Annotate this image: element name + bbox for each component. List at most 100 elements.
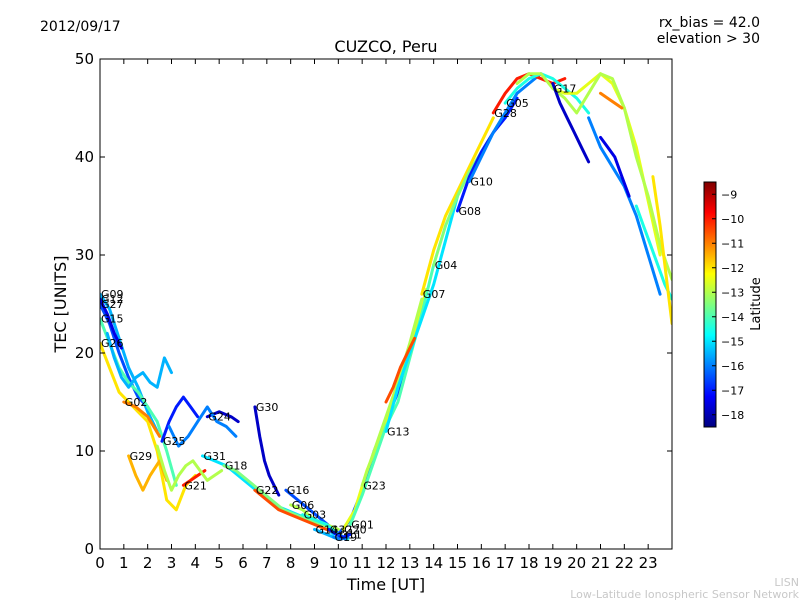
series-label-g01: G01	[351, 519, 374, 532]
series-label-g27: G27	[101, 298, 124, 311]
y-tick-label: 0	[84, 540, 94, 558]
series-label-g12: G12	[101, 293, 124, 306]
series-label-g24: G24	[208, 411, 231, 424]
x-tick-label: 6	[238, 554, 248, 572]
y-axis: 0 10 20 30 40 50	[75, 50, 672, 558]
series-g05	[503, 72, 591, 115]
colorbar-tick-label: −16	[721, 360, 744, 373]
series-g09	[100, 292, 159, 433]
x-tick-label: 4	[191, 554, 201, 572]
series-label-g08: G08	[459, 205, 482, 218]
date-label: 2012/09/17	[40, 19, 121, 35]
series-label-g21: G21	[184, 479, 207, 492]
y-tick-label: 50	[75, 50, 94, 68]
plot-area	[100, 59, 672, 549]
credit-line-1: LISN	[774, 576, 799, 589]
x-tick-label: 12	[376, 554, 395, 572]
series-track-41	[167, 405, 238, 448]
colorbar-tick-label: −12	[721, 262, 744, 275]
rx-bias-label: rx_bias = 42.0	[659, 15, 760, 31]
x-tick-label: 17	[496, 554, 515, 572]
x-tick-label: 7	[262, 554, 272, 572]
colorbar-tick-label: −9	[721, 188, 737, 201]
colorbar-ticks: −9 −10 −11 −12 −13 −14 −15 −16 −17 −18	[712, 188, 744, 422]
series-g27	[100, 302, 150, 409]
series-g02	[122, 400, 162, 438]
series-label-g32: G32	[330, 523, 353, 536]
series-label-g03: G03	[304, 509, 327, 522]
series-label-g17: G17	[554, 82, 577, 95]
series-g18	[222, 464, 333, 531]
series-label-g25: G25	[163, 435, 186, 448]
series-track-38	[599, 135, 631, 198]
colorbar-label: Latitude	[749, 277, 764, 331]
x-tick-label: 1	[119, 554, 129, 572]
x-tick-label: 11	[353, 554, 372, 572]
series-label-g11: G11	[339, 528, 362, 541]
series-track-34	[551, 82, 591, 164]
x-axis: 0 1 2 3 4 5 6 7 8 9 10 11 12 13 14 15 16 17 18 19 20 21 22 23	[95, 59, 658, 572]
series-label-g30: G30	[256, 401, 279, 414]
series-g10	[467, 72, 543, 183]
x-tick-label: 19	[543, 554, 562, 572]
series-g13	[384, 194, 459, 433]
colorbar-tick-label: −10	[721, 213, 744, 226]
series-label-g06: G06	[292, 499, 315, 512]
x-tick-label: 10	[329, 554, 348, 572]
credit-line-2: Low-Latitude Ionospheric Sensor Network	[570, 588, 799, 600]
series-g12	[100, 297, 123, 350]
colorbar-tick-label: −18	[721, 409, 744, 422]
series-track-42	[155, 444, 224, 492]
x-tick-label: 20	[567, 554, 586, 572]
x-tick-label: 16	[472, 554, 491, 572]
series-g07	[420, 116, 495, 296]
series-g25	[160, 395, 200, 443]
series-g29	[127, 454, 169, 492]
series-g23	[360, 297, 424, 487]
y-tick-label: 40	[75, 148, 94, 166]
y-axis-label: TEC [UNITS]	[51, 256, 70, 354]
series-label-g02: G02	[125, 396, 148, 409]
series-label-g20: G20	[344, 523, 367, 536]
series-label-g26: G26	[101, 337, 124, 350]
x-tick-label: 2	[143, 554, 153, 572]
series-label-g28: G28	[494, 107, 517, 120]
colorbar-tick-label: −17	[721, 384, 744, 397]
x-tick-label: 22	[615, 554, 634, 572]
series-track-32	[515, 72, 672, 281]
series-label-g04: G04	[435, 259, 458, 272]
x-tick-label: 14	[424, 554, 443, 572]
x-tick-label: 13	[400, 554, 419, 572]
x-tick-label: 8	[286, 554, 296, 572]
series-label-g15: G15	[101, 313, 124, 326]
series-label-g16: G16	[287, 484, 310, 497]
colorbar-tick-label: −14	[721, 311, 744, 324]
series-label-g05: G05	[506, 97, 529, 110]
series-track-39	[384, 336, 417, 404]
y-tick-label: 10	[75, 442, 94, 460]
series-track-40	[105, 331, 173, 389]
colorbar-tick-label: −15	[721, 335, 744, 348]
series-layer	[100, 72, 672, 541]
series-label-g19: G19	[335, 531, 358, 544]
elevation-label: elevation > 30	[657, 31, 760, 47]
x-tick-label: 18	[519, 554, 538, 572]
y-tick-label: 20	[75, 344, 94, 362]
series-label-g09: G09	[101, 288, 124, 301]
x-tick-label: 21	[591, 554, 610, 572]
series-g26	[100, 341, 197, 512]
series-track-35	[599, 91, 624, 110]
series-g19	[332, 535, 350, 541]
series-label-g23: G23	[363, 479, 386, 492]
series-label-g31: G31	[204, 450, 227, 463]
series-label-g22: G22	[256, 484, 279, 497]
x-tick-label: 23	[639, 554, 658, 572]
colorbar-tick-label: −11	[721, 237, 744, 250]
x-tick-label: 0	[95, 554, 105, 572]
x-tick-label: 3	[167, 554, 177, 572]
series-track-37	[651, 175, 672, 326]
series-label-g07: G07	[423, 288, 446, 301]
series-g30	[253, 405, 281, 497]
